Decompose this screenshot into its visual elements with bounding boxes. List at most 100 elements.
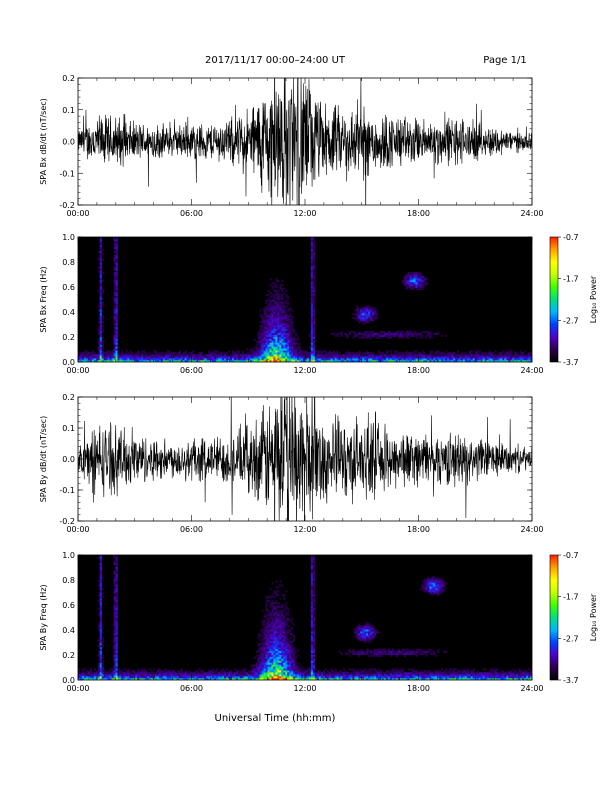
heatmap-cell bbox=[360, 307, 363, 310]
heatmap-cell bbox=[119, 356, 122, 359]
heatmap-cell bbox=[356, 332, 359, 335]
heatmap-cell bbox=[271, 625, 274, 628]
heatmap-cell bbox=[166, 674, 170, 677]
heatmap-cell bbox=[364, 317, 367, 320]
heatmap-cell bbox=[370, 670, 373, 673]
heatmap-cell bbox=[366, 670, 369, 673]
heatmap-cell bbox=[99, 340, 102, 343]
heatmap-cell bbox=[218, 354, 221, 357]
heatmap-cell bbox=[299, 356, 302, 359]
heatmap-cell bbox=[265, 644, 268, 648]
heatmap-background bbox=[78, 555, 532, 680]
heatmap-cell bbox=[279, 621, 282, 624]
heatmap-cell bbox=[303, 678, 306, 680]
heatmap-cell bbox=[273, 627, 276, 630]
heatmap-cell bbox=[249, 350, 252, 353]
heatmap-cell bbox=[283, 625, 286, 628]
heatmap-cell bbox=[281, 611, 284, 614]
heatmap-cell bbox=[433, 360, 436, 362]
heatmap-cell bbox=[285, 619, 288, 622]
heatmap-cell bbox=[192, 674, 195, 677]
heatmap-cell bbox=[115, 278, 118, 281]
heatmap-cell bbox=[273, 613, 276, 616]
heatmap-cell bbox=[322, 356, 326, 359]
heatmap-cell bbox=[411, 648, 414, 651]
heatmap-cell bbox=[273, 625, 276, 628]
heatmap-cell bbox=[453, 356, 456, 359]
heatmap-cell bbox=[97, 584, 101, 587]
heatmap-cell bbox=[235, 352, 239, 355]
heatmap-cell bbox=[212, 674, 215, 677]
heatmap-cell bbox=[89, 668, 93, 671]
heatmap-cell bbox=[271, 601, 274, 605]
heatmap-cell bbox=[79, 358, 83, 361]
heatmap-cell bbox=[413, 360, 416, 362]
heatmap-cell bbox=[423, 586, 426, 589]
heatmap-cell bbox=[289, 354, 292, 357]
heatmap-cell bbox=[243, 674, 247, 677]
heatmap-cell bbox=[275, 344, 278, 347]
heatmap-cell bbox=[310, 266, 314, 269]
heatmap-cell bbox=[87, 360, 91, 362]
heatmap-cell bbox=[283, 356, 286, 359]
heatmap-cell bbox=[358, 336, 361, 339]
heatmap-cell bbox=[113, 650, 116, 653]
heatmap-cell bbox=[312, 313, 316, 316]
heatmap-cell bbox=[267, 633, 270, 636]
heatmap-cell bbox=[297, 356, 300, 359]
heatmap-cell bbox=[265, 674, 268, 677]
heatmap-cell bbox=[182, 358, 185, 361]
heatmap-cell bbox=[397, 672, 401, 675]
heatmap-cell bbox=[180, 674, 183, 677]
heatmap-cell bbox=[216, 356, 219, 359]
heatmap-cell bbox=[103, 352, 106, 355]
heatmap-cell bbox=[153, 672, 156, 675]
heatmap-cell bbox=[427, 586, 430, 589]
heatmap-cell bbox=[312, 342, 316, 345]
heatmap-cell bbox=[257, 654, 260, 657]
heatmap-cell bbox=[182, 672, 185, 675]
heatmap-cell bbox=[184, 676, 187, 679]
heatmap-cell bbox=[97, 340, 101, 343]
heatmap-cell bbox=[318, 674, 322, 677]
heatmap-cell bbox=[103, 676, 106, 679]
heatmap-cell bbox=[281, 279, 284, 283]
heatmap-cell bbox=[93, 360, 97, 362]
heatmap-cell bbox=[516, 358, 519, 361]
heatmap-cell bbox=[273, 676, 276, 679]
heatmap-cell bbox=[326, 678, 329, 680]
heatmap-cell bbox=[291, 674, 294, 677]
heatmap-cell bbox=[265, 627, 268, 630]
heatmap-cell bbox=[437, 670, 440, 673]
heatmap-cell bbox=[271, 615, 274, 618]
heatmap-cell bbox=[362, 627, 365, 630]
heatmap-cell bbox=[115, 678, 118, 680]
heatmap-cell bbox=[113, 289, 116, 292]
heatmap-cell bbox=[362, 354, 365, 357]
heatmap-cell bbox=[310, 354, 314, 357]
heatmap-cell bbox=[399, 358, 403, 361]
heatmap-cell bbox=[267, 317, 270, 320]
heatmap-cell bbox=[289, 637, 292, 640]
heatmap-cell bbox=[115, 662, 118, 665]
heatmap-cell bbox=[275, 580, 278, 583]
heatmap-cell bbox=[241, 668, 245, 671]
heatmap-cell bbox=[478, 358, 481, 361]
heatmap-cell bbox=[188, 360, 191, 362]
heatmap-cell bbox=[409, 334, 412, 337]
heatmap-cell bbox=[472, 360, 476, 362]
heatmap-cell bbox=[99, 574, 102, 577]
heatmap-cell bbox=[99, 313, 102, 316]
heatmap-cell bbox=[287, 660, 290, 663]
heatmap-cell bbox=[99, 320, 102, 324]
heatmap-cell bbox=[101, 642, 104, 646]
heatmap-cell bbox=[257, 635, 260, 638]
heatmap-cell bbox=[115, 619, 118, 622]
heatmap-cell bbox=[395, 650, 399, 653]
heatmap-cell bbox=[101, 350, 104, 353]
heatmap-cell bbox=[85, 670, 89, 673]
heatmap-cell bbox=[289, 674, 292, 677]
heatmap-cell bbox=[275, 599, 278, 603]
heatmap-cell bbox=[89, 352, 93, 355]
heatmap-cell bbox=[405, 285, 408, 289]
